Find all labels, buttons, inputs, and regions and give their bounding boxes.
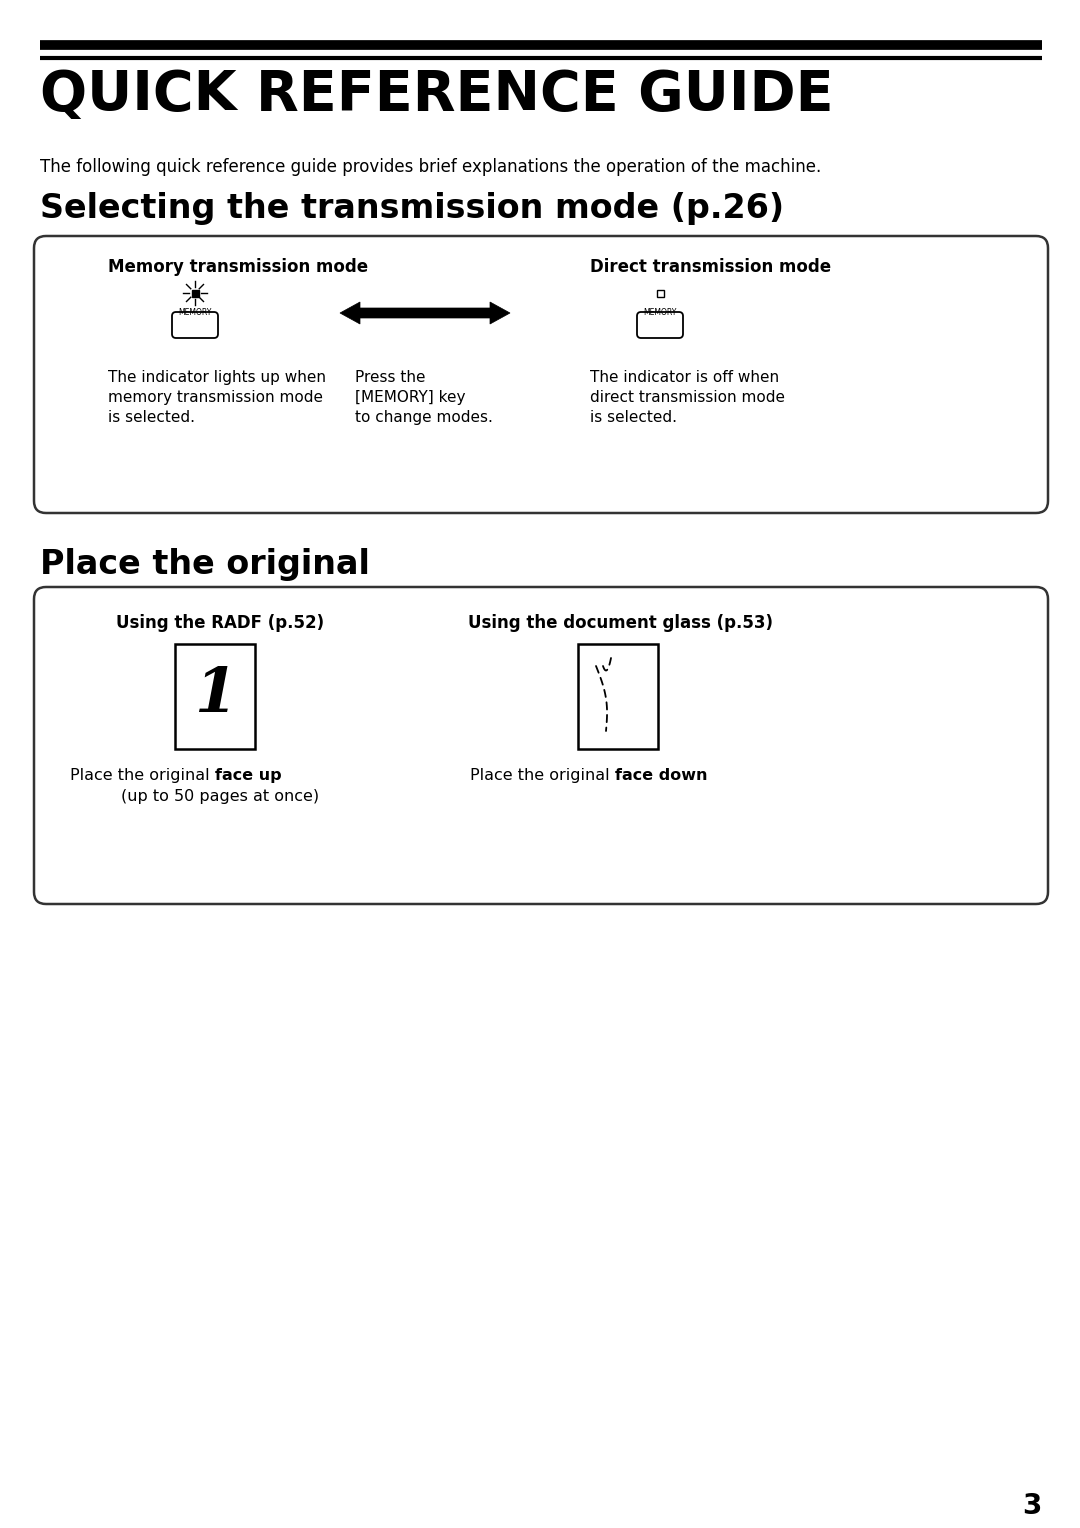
Text: is selected.: is selected.	[590, 410, 677, 425]
Bar	[578, 643, 658, 749]
Polygon shape	[340, 303, 510, 324]
Text: Memory transmission mode: Memory transmission mode	[108, 258, 368, 277]
Text: 1: 1	[193, 665, 237, 724]
Text: face down: face down	[615, 769, 707, 782]
Text: QUICK REFERENCE GUIDE: QUICK REFERENCE GUIDE	[40, 69, 834, 122]
Text: The indicator is off when: The indicator is off when	[590, 370, 779, 385]
FancyBboxPatch shape	[33, 235, 1048, 513]
Text: Using the RADF (p.52): Using the RADF (p.52)	[116, 614, 324, 633]
Text: MEMORY: MEMORY	[644, 309, 677, 316]
Text: memory transmission mode: memory transmission mode	[108, 390, 323, 405]
FancyBboxPatch shape	[33, 587, 1048, 905]
FancyBboxPatch shape	[637, 312, 683, 338]
Text: (up to 50 pages at once): (up to 50 pages at once)	[121, 788, 319, 804]
Text: [MEMORY] key: [MEMORY] key	[355, 390, 465, 405]
Bar	[657, 289, 663, 296]
Bar	[191, 289, 199, 296]
Text: Selecting the transmission mode (p.26): Selecting the transmission mode (p.26)	[40, 193, 784, 225]
Text: The indicator lights up when: The indicator lights up when	[108, 370, 326, 385]
Text: Using the document glass (p.53): Using the document glass (p.53)	[468, 614, 772, 633]
Text: Direct transmission mode: Direct transmission mode	[590, 258, 832, 277]
Text: MEMORY: MEMORY	[178, 309, 212, 316]
Text: face up: face up	[215, 769, 282, 782]
Text: is selected.: is selected.	[108, 410, 195, 425]
Text: Press the: Press the	[355, 370, 426, 385]
Text: Place the original: Place the original	[70, 769, 215, 782]
Text: The following quick reference guide provides brief explanations the operation of: The following quick reference guide prov…	[40, 157, 821, 176]
Text: to change modes.: to change modes.	[355, 410, 492, 425]
Text: direct transmission mode: direct transmission mode	[590, 390, 785, 405]
Bar	[175, 643, 255, 749]
FancyBboxPatch shape	[172, 312, 218, 338]
Text: 3: 3	[1023, 1491, 1042, 1520]
Text: Place the original: Place the original	[470, 769, 615, 782]
Text: Place the original: Place the original	[40, 549, 369, 581]
